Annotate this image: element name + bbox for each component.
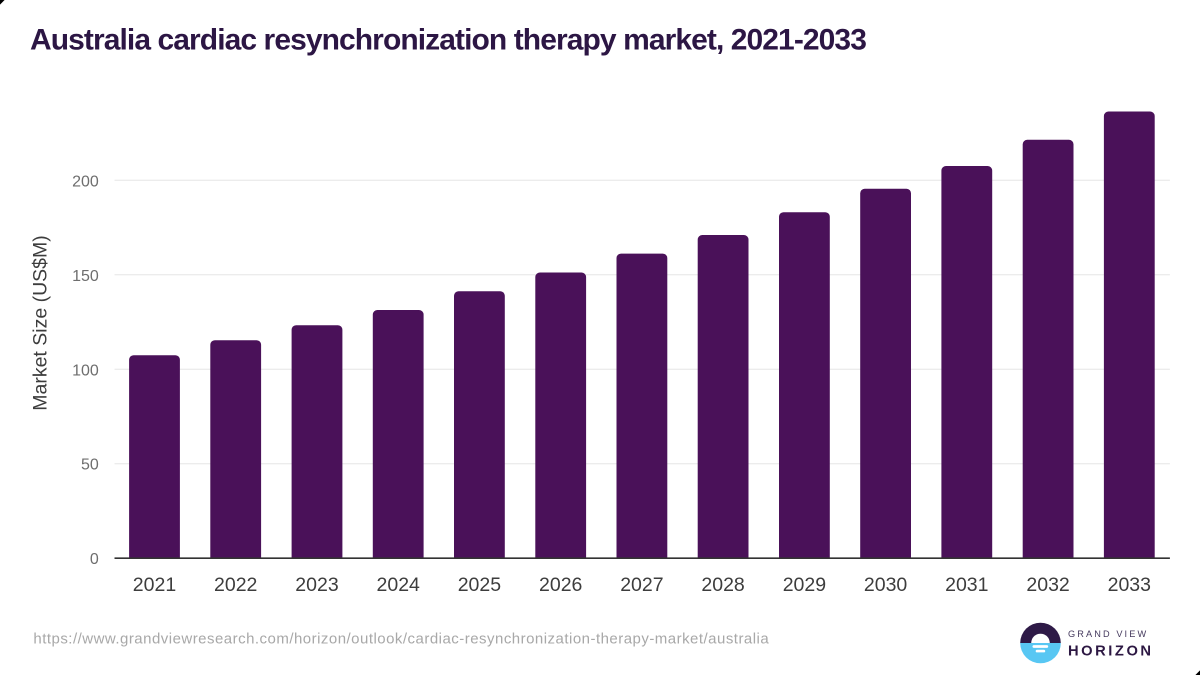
svg-text:2029: 2029 xyxy=(783,574,826,596)
svg-text:2028: 2028 xyxy=(701,574,744,596)
svg-text:2033: 2033 xyxy=(1108,574,1151,596)
svg-text:HORIZON: HORIZON xyxy=(1068,643,1154,659)
svg-text:2030: 2030 xyxy=(864,574,908,596)
svg-text:2023: 2023 xyxy=(295,574,338,596)
svg-text:150: 150 xyxy=(72,268,99,285)
svg-text:2032: 2032 xyxy=(1026,574,1069,596)
svg-text:2027: 2027 xyxy=(620,574,663,596)
svg-text:200: 200 xyxy=(72,173,99,190)
svg-text:50: 50 xyxy=(81,457,99,474)
svg-text:100: 100 xyxy=(72,362,99,379)
svg-text:2021: 2021 xyxy=(133,574,176,596)
svg-text:2025: 2025 xyxy=(458,574,502,596)
svg-text:2031: 2031 xyxy=(945,574,988,596)
svg-text:Market Size (US$M): Market Size (US$M) xyxy=(30,235,52,411)
svg-text:2022: 2022 xyxy=(214,574,257,596)
svg-text:2026: 2026 xyxy=(539,574,582,596)
svg-text:GRAND VIEW: GRAND VIEW xyxy=(1068,629,1148,639)
svg-text:2024: 2024 xyxy=(377,574,421,596)
svg-text:https://www.grandviewresearch.: https://www.grandviewresearch.com/horizo… xyxy=(33,631,769,648)
svg-text:Australia cardiac resynchroniz: Australia cardiac resynchronization ther… xyxy=(30,24,866,57)
svg-text:0: 0 xyxy=(90,551,99,568)
